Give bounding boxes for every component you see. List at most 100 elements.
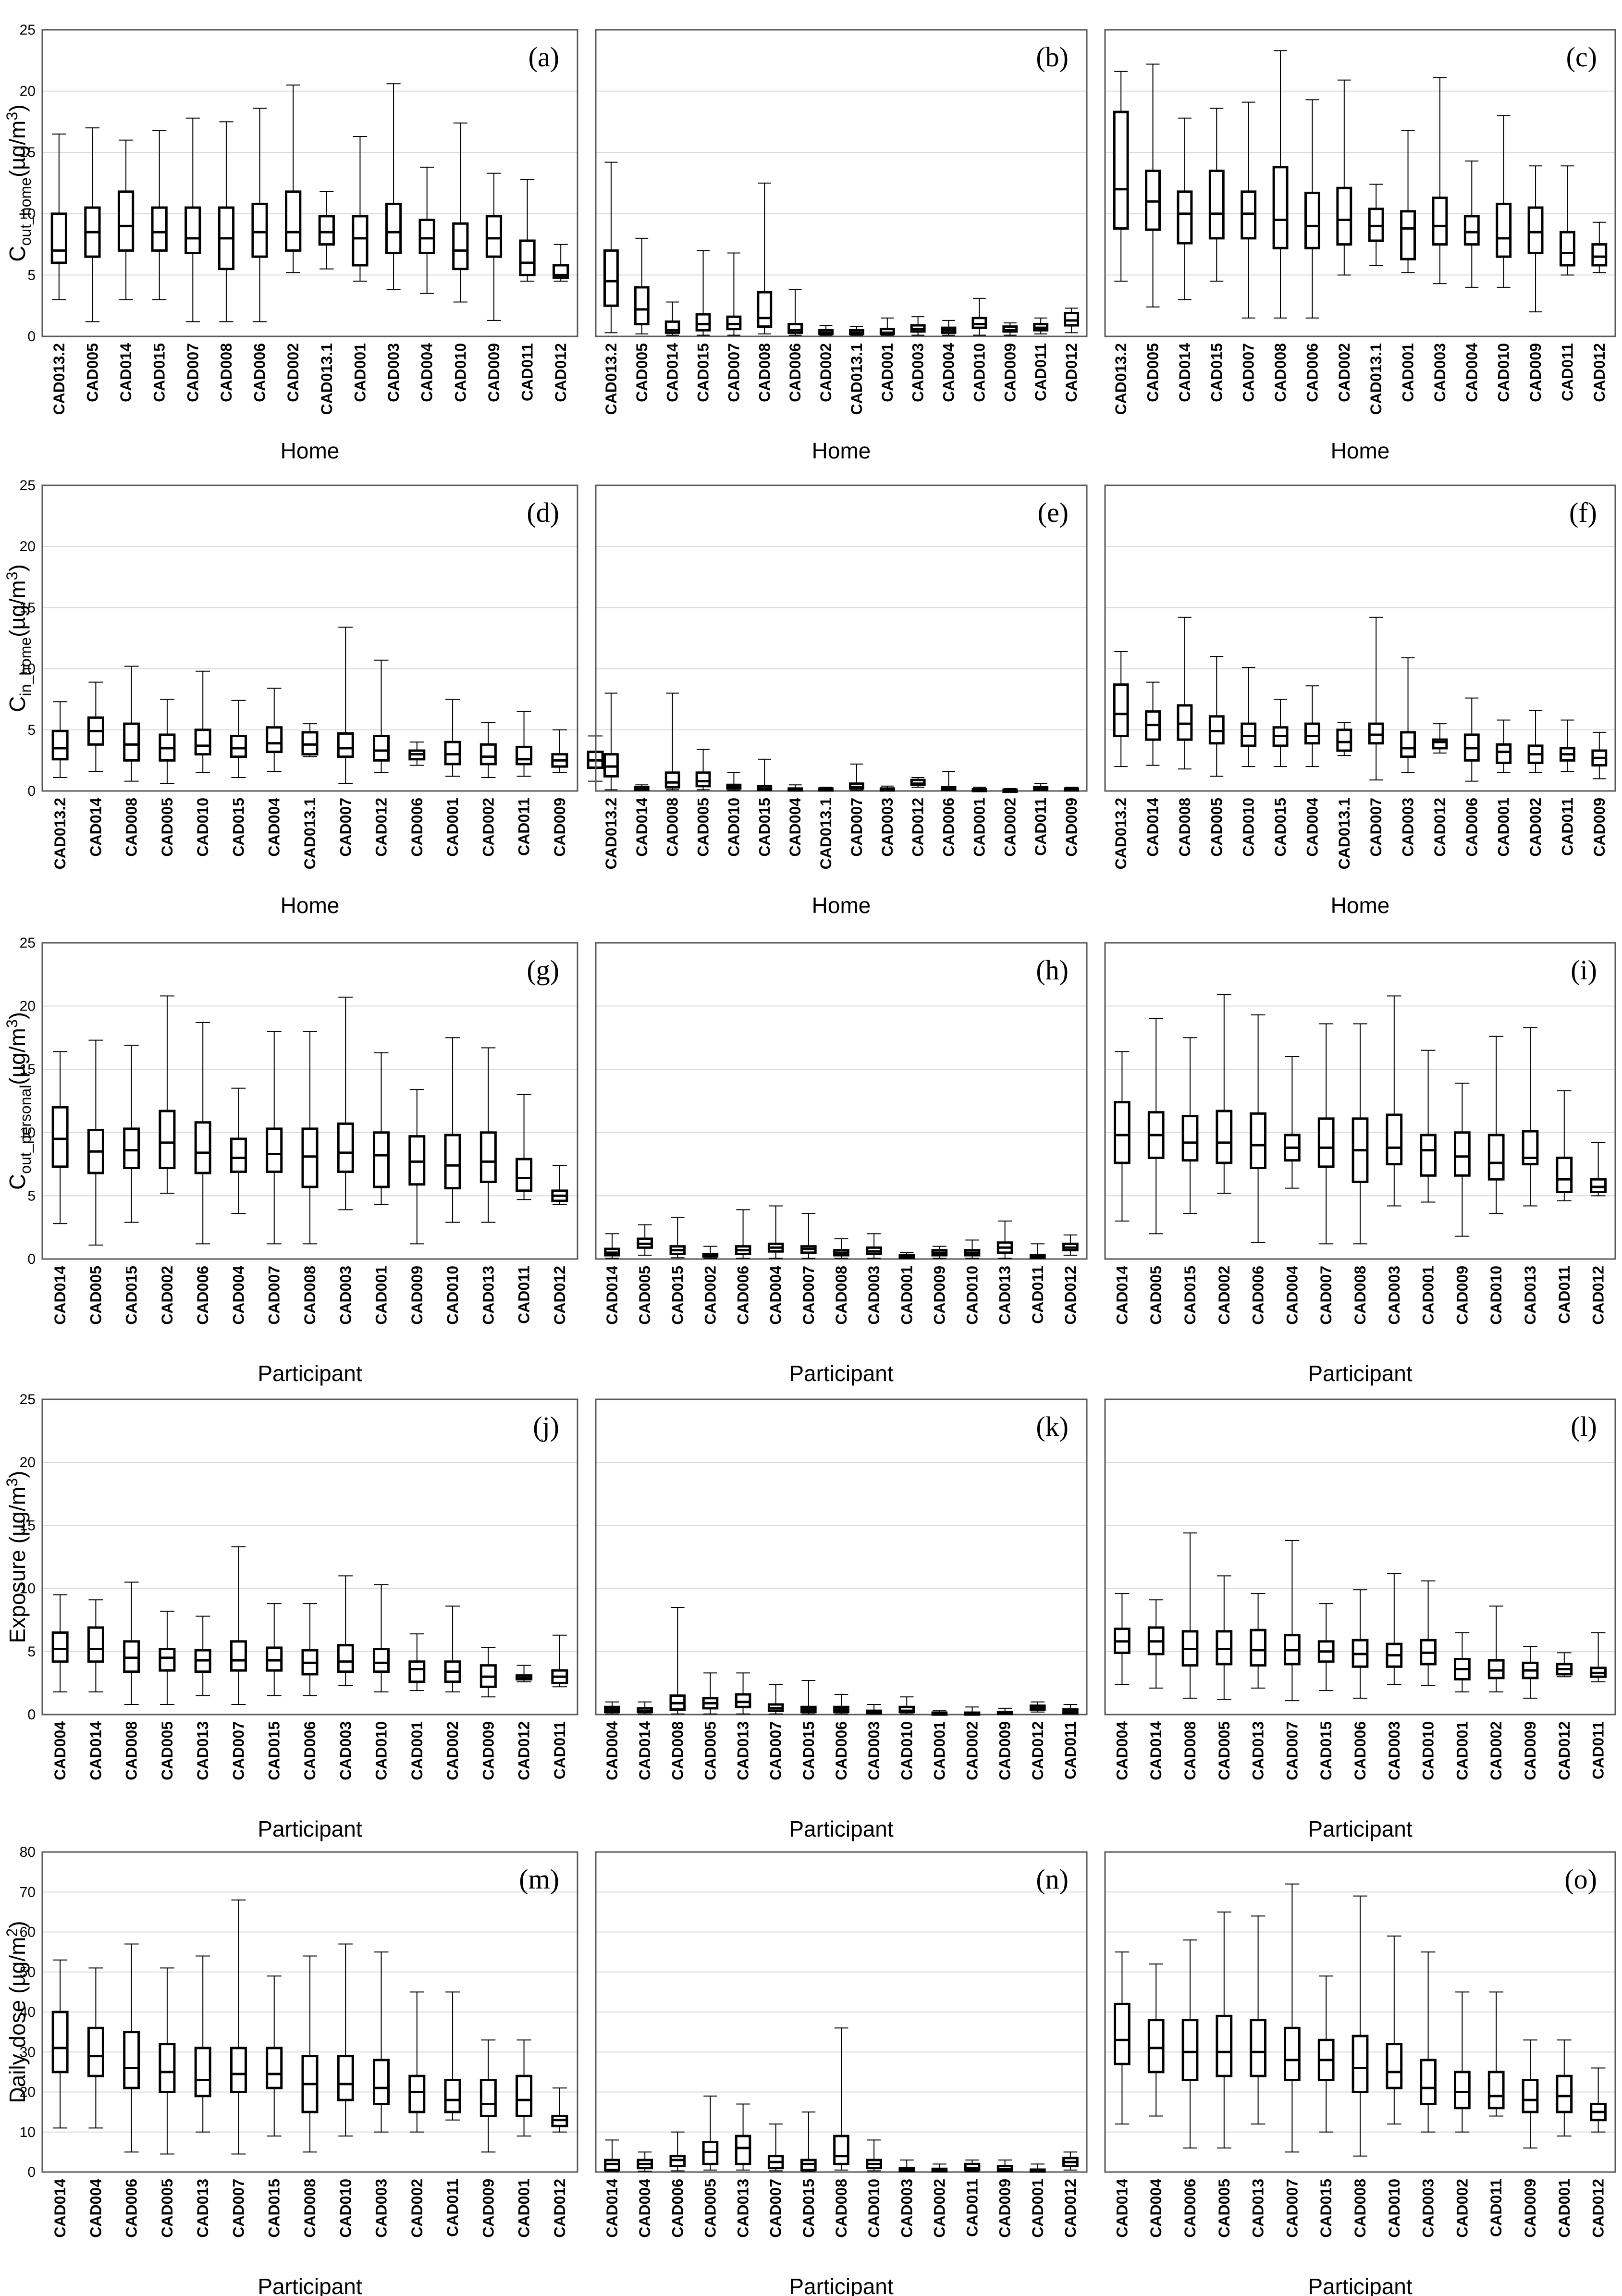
x-tick-label: CAD002 [817,343,835,402]
box-iqr [51,1631,69,1663]
x-tick-label: CAD012 [1590,2179,1607,2238]
plot-frame [41,942,578,1260]
y-tick-label: 80 [20,1844,36,1860]
x-tick-label: CAD003 [865,1721,883,1780]
box-CAD013 [194,1616,211,1696]
panel-c: (c) CAD013.2 CAD005 CAD014 CAD015 CAD007 CAD00… [1104,29,1616,463]
x-tick-label: CAD013.2 [1112,798,1130,869]
x-tick-label: CAD009 [1522,2179,1539,2238]
x-tick-label: CAD014 [1144,798,1162,857]
x-tick-label: CAD005 [159,798,176,857]
box-CAD007 [337,627,354,784]
x-tick-label: CAD008 [833,2179,850,2238]
x-tick-label: CAD003 [385,343,402,402]
x-tick-label: CAD012 [1062,2179,1079,2238]
box-CAD010 [1420,1580,1437,1686]
plot-frame [1104,29,1616,337]
box-iqr [519,239,536,276]
x-tick-label: CAD011 [1029,1266,1046,1324]
box-CAD013 [735,1672,751,1715]
box-CAD007 [726,252,742,336]
x-tick-label: CAD011 [519,343,536,401]
box-CAD010 [898,1696,915,1715]
plot-frame [595,29,1088,337]
box-iqr [301,731,319,756]
box-iqr [444,2079,461,2113]
x-axis-title: Participant [258,1816,362,1841]
box-CAD009 [1591,731,1608,779]
x-tick-label: CAD006 [1463,798,1480,857]
x-tick-label: CAD015 [1317,2179,1335,2238]
x-tick-label: CAD007 [848,798,865,857]
plot-frame [41,1398,578,1716]
box-iqr [1114,2002,1130,2065]
x-tick-label: CAD013 [194,2179,211,2238]
y-tick-label: 15 [20,145,36,160]
box-CAD010 [866,2139,882,2172]
x-tick-label: CAD005 [1216,2179,1233,2238]
x-tick-label: CAD015 [669,1266,686,1325]
x-tick-label: CAD010 [1495,343,1512,402]
x-axis-title: Home [1331,893,1390,918]
plot-frame [41,29,578,337]
x-tick-label: CAD015 [800,2179,817,2238]
box-CAD006 [1463,697,1480,782]
box-CAD013.1 [1368,184,1384,266]
box-CAD004 [1304,685,1320,767]
box-iqr [418,219,435,254]
box-CAD003 [373,1951,390,2133]
x-tick-label: CAD014 [633,798,651,857]
box-CAD011 [1029,1243,1046,1259]
box-CAD011 [1559,719,1575,772]
box-iqr [757,291,773,328]
box-CAD009 [479,2039,497,2153]
box-iqr [266,2047,283,2089]
x-tick-label: CAD004 [418,343,436,402]
box-CAD005 [1145,63,1161,308]
box-CAD006 [408,741,426,766]
box-CAD002 [702,1246,719,1259]
box-CAD001 [444,699,461,777]
x-tick-label: CAD013.1 [1367,343,1385,415]
x-tick-label: CAD014 [1147,1721,1165,1780]
box-CAD014 [87,681,104,772]
box-CAD013 [735,2103,751,2171]
box-CAD010 [194,670,211,773]
x-tick-label: CAD015 [1208,343,1225,402]
x-tick-label: CAD011 [1559,798,1576,856]
x-tick-label: CAD014 [87,1721,104,1780]
box-iqr [1368,208,1384,242]
box-iqr [230,2047,247,2093]
box-iqr [971,317,987,329]
x-tick-label: CAD011 [1556,1266,1573,1324]
x-axis-title: Participant [258,1361,362,1386]
box-iqr [485,215,503,258]
box-CAD001 [898,1252,915,1259]
x-tick-label: CAD011 [1487,2179,1505,2237]
x-tick-label: CAD005 [1144,343,1162,402]
y-tick-label: 10 [20,2124,36,2140]
box-CAD006 [1181,1939,1199,2149]
x-tick-label: CAD006 [1181,2179,1199,2238]
x-tick-label: CAD004 [603,1721,621,1780]
panel-e: (e) CAD013.2 CAD014 CAD008 CAD005 CAD010 CAD01… [595,484,1088,918]
x-tick-label: CAD010 [452,343,469,402]
x-tick-label: CAD008 [1272,343,1289,402]
box-CAD011 [519,179,536,282]
box-CAD007 [1317,1023,1335,1245]
x-tick-label: CAD011 [516,798,533,856]
box-iqr [318,215,335,246]
box-CAD004 [787,784,803,792]
box-CAD002 [408,1991,426,2133]
box-iqr [1113,683,1129,738]
box-CAD001 [1454,1632,1471,1692]
x-tick-label: CAD007 [184,343,201,402]
box-iqr [1556,1156,1573,1194]
box-CAD001 [971,787,987,792]
x-tick-label: CAD008 [1352,1266,1369,1325]
x-tick-label: CAD003 [865,1266,883,1325]
box-CAD007 [230,1899,247,2155]
x-tick-label: CAD013 [1250,2179,1267,2238]
x-tick-label: CAD007 [767,2179,785,2238]
